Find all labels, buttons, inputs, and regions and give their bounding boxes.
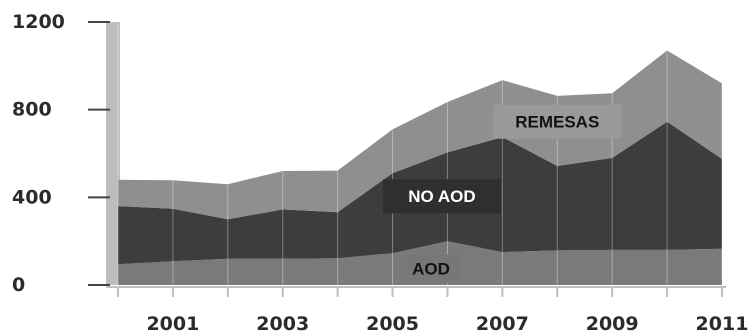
- x-tick-label: 2007: [476, 313, 529, 332]
- y-tick-label: 0: [12, 274, 25, 296]
- area-remesas: [118, 50, 722, 220]
- label-box-no-aod: [382, 179, 501, 214]
- series-label-no-aod: NO AOD: [408, 187, 475, 206]
- series-label-layer: AOD NO AOD REMESAS: [382, 104, 622, 283]
- x-tick-label: 2011: [696, 313, 749, 332]
- series-label-aod: AOD: [412, 260, 450, 279]
- y-tick-label: 1200: [12, 11, 65, 33]
- series-label-remesas: REMESAS: [515, 113, 599, 132]
- x-tick-label: 2001: [146, 313, 199, 332]
- label-box-remesas: [493, 104, 622, 139]
- x-tick-label: 2009: [586, 313, 639, 332]
- grid-layer: [117, 22, 723, 285]
- label-box-aod: [400, 254, 461, 283]
- y-axis-band: [106, 22, 120, 285]
- x-tick-label: 2003: [256, 313, 309, 332]
- y-tick-label: 400: [12, 186, 52, 208]
- x-tick-label: 2005: [366, 313, 419, 332]
- area-layer: [118, 50, 722, 285]
- y-axis-band-rect: [106, 22, 120, 285]
- y-tick-label: 800: [12, 99, 52, 121]
- axis-layer: 0 400 800 1200 2001 2003 2005 2007 2009 2011: [12, 11, 748, 332]
